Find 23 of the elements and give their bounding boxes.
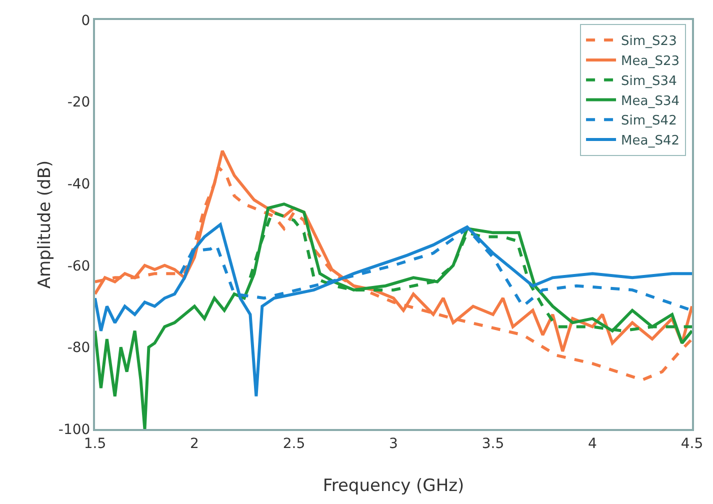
y-tick-label: -80 <box>67 340 90 356</box>
y-axis-title: Amplitude (dB) <box>35 160 55 289</box>
y-tick-label: -60 <box>67 258 90 274</box>
y-tick-label: -20 <box>67 94 90 111</box>
legend-label: Mea_S34 <box>621 94 680 109</box>
x-tick-label: 1.5 <box>84 436 106 452</box>
legend-label: Mea_S23 <box>621 54 680 70</box>
x-tick-label: 4.5 <box>680 436 704 452</box>
legend-label: Sim_S42 <box>621 114 677 129</box>
x-tick-label: 3.5 <box>482 436 504 452</box>
legend-label: Sim_S23 <box>621 34 677 50</box>
legend-label: Mea_S42 <box>621 134 680 149</box>
x-axis-title: Frequency (GHz) <box>322 476 464 496</box>
legend-label: Sim_S34 <box>621 74 677 89</box>
y-tick-label: -40 <box>67 176 90 192</box>
line-series <box>95 202 692 429</box>
y-tick-label: 0 <box>81 12 90 29</box>
x-tick-label: 4 <box>588 436 598 452</box>
x-tick-label: 2 <box>190 436 199 452</box>
x-tick-label: 2.5 <box>282 436 306 452</box>
line-series <box>95 223 692 398</box>
y-tick-label: -100 <box>58 422 90 438</box>
x-tick-label: 3 <box>389 436 398 452</box>
